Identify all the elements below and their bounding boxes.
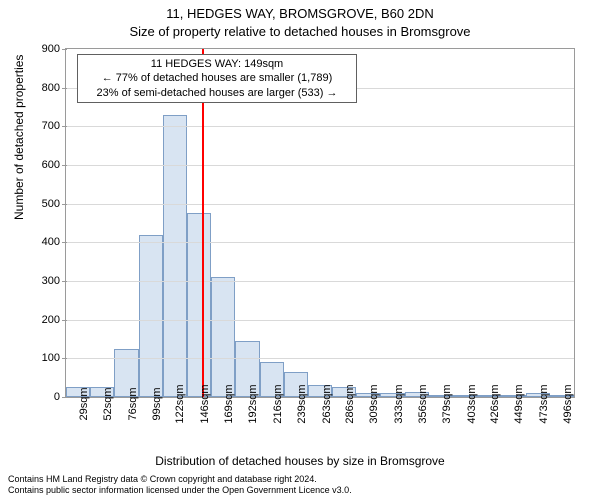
grid-line	[66, 320, 574, 321]
y-tick: 400	[20, 236, 60, 248]
grid-line	[66, 126, 574, 127]
page-title-line1: 11, HEDGES WAY, BROMSGROVE, B60 2DN	[0, 6, 600, 21]
x-tick: 169sqm	[223, 384, 235, 423]
grid-line	[66, 358, 574, 359]
x-tick: 449sqm	[513, 384, 525, 423]
x-tick: 333sqm	[393, 384, 405, 423]
y-tick: 500	[20, 198, 60, 210]
x-tick: 426sqm	[489, 384, 501, 423]
copyright: Contains HM Land Registry data © Crown c…	[8, 474, 352, 496]
y-tick: 700	[20, 120, 60, 132]
grid-line	[66, 165, 574, 166]
grid-line	[66, 242, 574, 243]
y-tick: 200	[20, 314, 60, 326]
x-tick: 239sqm	[296, 384, 308, 423]
copyright-line1: Contains HM Land Registry data © Crown c…	[8, 474, 352, 485]
callout-box: 11 HEDGES WAY: 149sqm← 77% of detached h…	[77, 54, 357, 103]
callout-line3: 23% of semi-detached houses are larger (…	[84, 86, 350, 100]
y-tick: 800	[20, 82, 60, 94]
callout-line1: 11 HEDGES WAY: 149sqm	[84, 57, 350, 71]
x-tick: 76sqm	[127, 387, 139, 420]
x-tick: 403sqm	[466, 384, 478, 423]
page: 11, HEDGES WAY, BROMSGROVE, B60 2DN Size…	[0, 0, 600, 500]
callout-line2: ← 77% of detached houses are smaller (1,…	[84, 71, 350, 85]
x-tick: 29sqm	[78, 387, 90, 420]
y-tick: 100	[20, 352, 60, 364]
x-tick: 52sqm	[102, 387, 114, 420]
bar	[187, 213, 211, 397]
copyright-line2: Contains public sector information licen…	[8, 485, 352, 496]
x-tick: 309sqm	[368, 384, 380, 423]
x-tick: 216sqm	[272, 384, 284, 423]
y-tick: 900	[20, 43, 60, 55]
grid-line	[66, 281, 574, 282]
x-tick: 146sqm	[199, 384, 211, 423]
bar	[139, 235, 163, 397]
bar	[211, 277, 235, 397]
x-tick: 496sqm	[562, 384, 574, 423]
grid-line	[66, 204, 574, 205]
x-tick: 473sqm	[538, 384, 550, 423]
x-axis-label: Distribution of detached houses by size …	[0, 454, 600, 468]
x-tick: 263sqm	[321, 384, 333, 423]
x-tick: 379sqm	[441, 384, 453, 423]
y-axis-label: Number of detached properties	[12, 55, 26, 220]
x-tick: 356sqm	[417, 384, 429, 423]
y-tick: 600	[20, 159, 60, 171]
x-tick: 122sqm	[174, 384, 186, 423]
bar	[163, 115, 187, 397]
x-tick: 286sqm	[344, 384, 356, 423]
y-tick: 0	[20, 391, 60, 403]
x-tick: 99sqm	[151, 387, 163, 420]
x-tick: 192sqm	[247, 384, 259, 423]
y-tick: 300	[20, 275, 60, 287]
page-title-line2: Size of property relative to detached ho…	[0, 24, 600, 39]
